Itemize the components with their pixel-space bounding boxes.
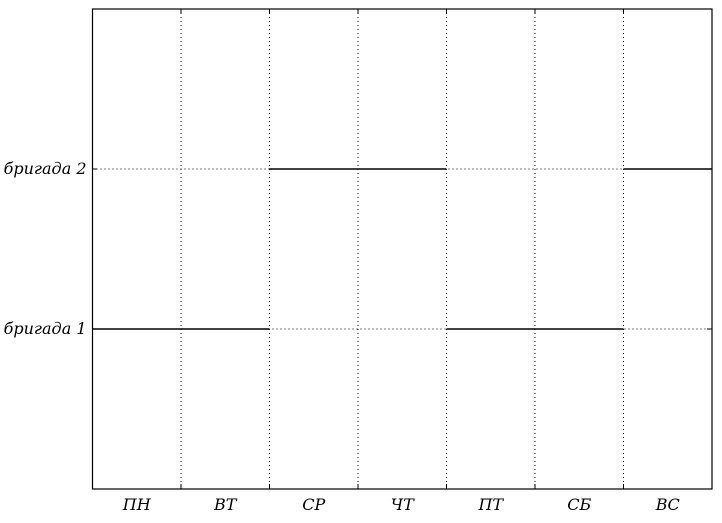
x-tick-label: СР — [302, 495, 325, 514]
x-tick-labels: ПН ВТ СР ЧТ ПТ СБ ВС — [122, 495, 680, 514]
segment-layer — [92, 168, 712, 330]
x-tick-label: СБ — [567, 495, 591, 514]
x-tick-label: ВТ — [213, 495, 238, 514]
y-tick-label: бригада 2 — [4, 159, 87, 178]
plot-frame — [91, 8, 713, 490]
x-tick-label: ЧТ — [391, 495, 415, 514]
x-tick-label: ВС — [655, 495, 680, 514]
y-tick-label: бригада 1 — [4, 319, 87, 338]
x-tick-label: ПН — [122, 495, 152, 514]
tick-layer — [92, 9, 712, 489]
grid-layer — [92, 9, 712, 489]
x-tick-label: ПТ — [477, 495, 504, 514]
y-tick-labels: бригада 1 бригада 2 — [4, 159, 87, 338]
